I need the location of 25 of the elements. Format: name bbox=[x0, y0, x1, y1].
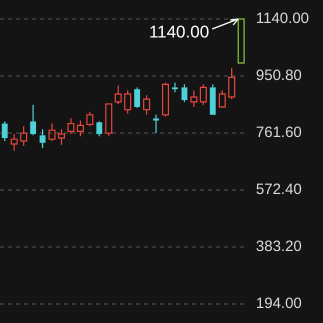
candlestick bbox=[218, 90, 226, 108]
candlestick bbox=[58, 128, 66, 146]
candlestick bbox=[210, 84, 216, 115]
candlestick bbox=[200, 84, 207, 106]
y-tick-label: 572.40 bbox=[256, 181, 302, 198]
candlestick bbox=[153, 114, 159, 134]
candlestick bbox=[86, 111, 94, 127]
candlestick bbox=[143, 94, 150, 116]
candlestick bbox=[20, 126, 28, 146]
y-tick-label: 950.80 bbox=[256, 67, 302, 84]
y-tick-label: 383.20 bbox=[256, 238, 302, 256]
candlestick bbox=[228, 67, 236, 100]
candlestick bbox=[2, 120, 8, 142]
candlestick bbox=[124, 90, 132, 114]
candlestick bbox=[40, 128, 46, 149]
candlestick bbox=[10, 133, 18, 152]
y-tick-label: 761.60 bbox=[256, 124, 302, 142]
candlestick bbox=[114, 84, 122, 105]
annotation: 1140.00 bbox=[148, 22, 210, 42]
candlestick bbox=[190, 90, 198, 108]
candlestick bbox=[30, 104, 36, 136]
candlestick bbox=[76, 120, 84, 137]
y-tick-label: 1140.00 bbox=[256, 10, 309, 28]
candlestick bbox=[96, 120, 102, 137]
y-tick-label: 194.00 bbox=[256, 295, 302, 312]
